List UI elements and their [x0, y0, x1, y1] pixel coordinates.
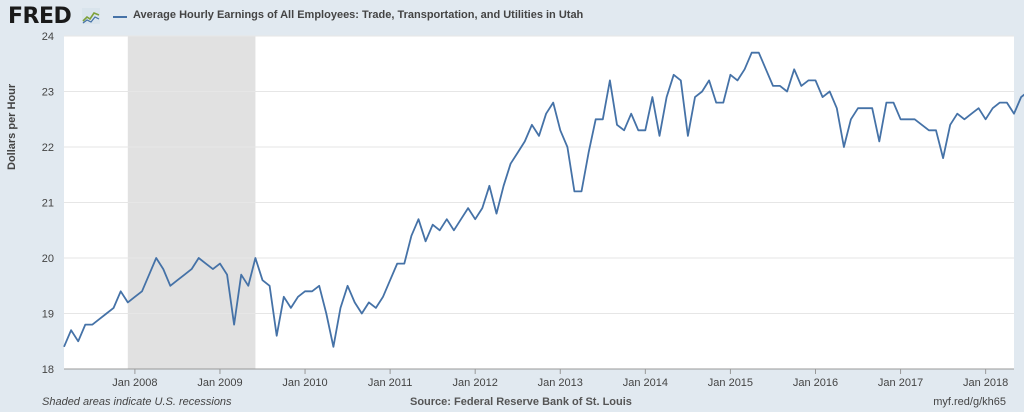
- y-tick-label-23: 23: [42, 87, 54, 99]
- fred-logo[interactable]: FRED: [8, 4, 72, 29]
- x-tick-label-6: Jan 2014: [623, 377, 668, 389]
- y-tick-label-18: 18: [42, 364, 54, 376]
- source-text: Source: Federal Reserve Bank of St. Loui…: [410, 396, 632, 408]
- y-tick-label-21: 21: [42, 198, 54, 210]
- x-tick-label-10: Jan 2018: [963, 377, 1008, 389]
- series-layer: [63, 51, 1024, 348]
- y-axis-label: Dollars per Hour: [6, 83, 18, 170]
- x-tick-label-4: Jan 2012: [453, 377, 498, 389]
- x-tick-label-0: Jan 2008: [112, 377, 157, 389]
- fred-logo-chart-icon: [82, 8, 100, 24]
- x-tick-label-2: Jan 2010: [282, 377, 327, 389]
- x-tick-label-7: Jan 2015: [708, 377, 753, 389]
- short-link[interactable]: myf.red/g/kh65: [933, 396, 1006, 408]
- y-tick-label-22: 22: [42, 142, 54, 154]
- chart-title: Average Hourly Earnings of All Employees…: [133, 9, 584, 21]
- y-axis-ticks: 18 19 20 21 22 23 24: [42, 31, 54, 376]
- x-tick-label-3: Jan 2011: [368, 377, 412, 389]
- legend-swatch: [113, 16, 127, 18]
- x-axis-ticks: Jan 2008 Jan 2009 Jan 2010 Jan 2011 Jan 2012…: [64, 368, 1014, 389]
- recession-note: Shaded areas indicate U.S. recessions: [42, 396, 232, 408]
- chart-footer: Shaded areas indicate U.S. recessions So…: [0, 394, 1024, 410]
- y-tick-label-24: 24: [42, 31, 54, 43]
- x-tick-label-5: Jan 2013: [538, 377, 583, 389]
- x-tick-label-1: Jan 2009: [197, 377, 242, 389]
- y-tick-label-19: 19: [42, 309, 54, 321]
- series-line-0: [63, 51, 1024, 348]
- x-tick-label-9: Jan 2017: [878, 377, 923, 389]
- chart-header: FRED Average Hourly Earnings of All Empl…: [0, 0, 1024, 34]
- x-tick-label-8: Jan 2016: [793, 377, 838, 389]
- y-tick-label-20: 20: [42, 253, 54, 265]
